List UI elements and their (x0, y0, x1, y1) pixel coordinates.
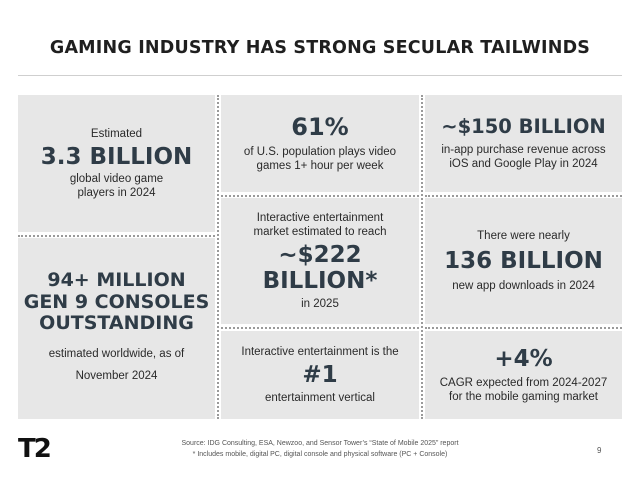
players-pre: Estimated (90, 127, 143, 140)
card-market: Interactive entertainment market estimat… (221, 198, 419, 324)
card-cagr: +4% CAGR expected from 2024-2027 for the… (425, 331, 622, 419)
consoles-value-2: GEN 9 CONSOLES (23, 290, 210, 313)
inapp-value: ~$150 BILLION (441, 115, 606, 139)
vertical-value: #1 (302, 361, 338, 388)
market-value-2: BILLION* (262, 268, 378, 294)
consoles-post-1: estimated worldwide, as of (48, 348, 185, 361)
card-inapp: ~$150 BILLION in-app purchase revenue ac… (425, 95, 622, 192)
card-downloads: There were nearly 136 BILLION new app do… (425, 198, 622, 324)
divider (421, 95, 423, 419)
downloads-value: 136 BILLION (444, 247, 603, 274)
consoles-post-2: November 2024 (75, 370, 158, 383)
title-divider (18, 75, 622, 76)
divider (18, 235, 215, 237)
card-vertical: Interactive entertainment is the #1 ente… (221, 331, 419, 419)
population-value: 61% (291, 113, 349, 142)
inapp-post-1: in-app purchase revenue across (441, 143, 606, 156)
source-note: Source: IDG Consulting, ESA, Newzoo, and… (181, 440, 459, 447)
divider (217, 95, 219, 419)
card-players: Estimated 3.3 BILLION global video game … (18, 95, 215, 232)
vertical-post: entertainment vertical (265, 392, 375, 405)
players-post-2: players in 2024 (77, 187, 156, 200)
downloads-pre: There were nearly (477, 229, 570, 242)
market-pre-2: market estimated to reach (253, 225, 387, 238)
card-population: 61% of U.S. population plays video games… (221, 95, 419, 192)
population-post-2: games 1+ hour per week (256, 159, 384, 172)
page-title: GAMING INDUSTRY HAS STRONG SECULAR TAILW… (49, 38, 591, 58)
divider (425, 195, 622, 197)
page-number: 9 (597, 446, 602, 455)
market-pre-1: Interactive entertainment (256, 211, 384, 224)
consoles-value-3: OUTSTANDING (39, 312, 194, 335)
consoles-value-1: 94+ MILLION (47, 268, 186, 291)
divider (221, 327, 419, 329)
cagr-post-1: CAGR expected from 2024-2027 (439, 377, 608, 390)
take-two-logo: T2 (18, 434, 52, 464)
players-post-1: global video game (69, 173, 164, 186)
footnote: * Includes mobile, digital PC, digital c… (192, 451, 448, 458)
inapp-post-2: iOS and Google Play in 2024 (449, 157, 598, 170)
card-consoles: 94+ MILLION GEN 9 CONSOLES OUTSTANDING e… (18, 238, 215, 419)
downloads-post: new app downloads in 2024 (452, 280, 595, 293)
cagr-value: +4% (494, 345, 553, 372)
players-value: 3.3 BILLION (40, 143, 193, 170)
cagr-post-2: for the mobile gaming market (449, 391, 598, 404)
market-post: in 2025 (301, 298, 339, 311)
divider (425, 327, 622, 329)
divider (221, 195, 419, 197)
market-value-1: ~$222 (278, 241, 362, 268)
population-post-1: of U.S. population plays video (243, 145, 397, 158)
vertical-pre: Interactive entertainment is the (241, 345, 399, 358)
